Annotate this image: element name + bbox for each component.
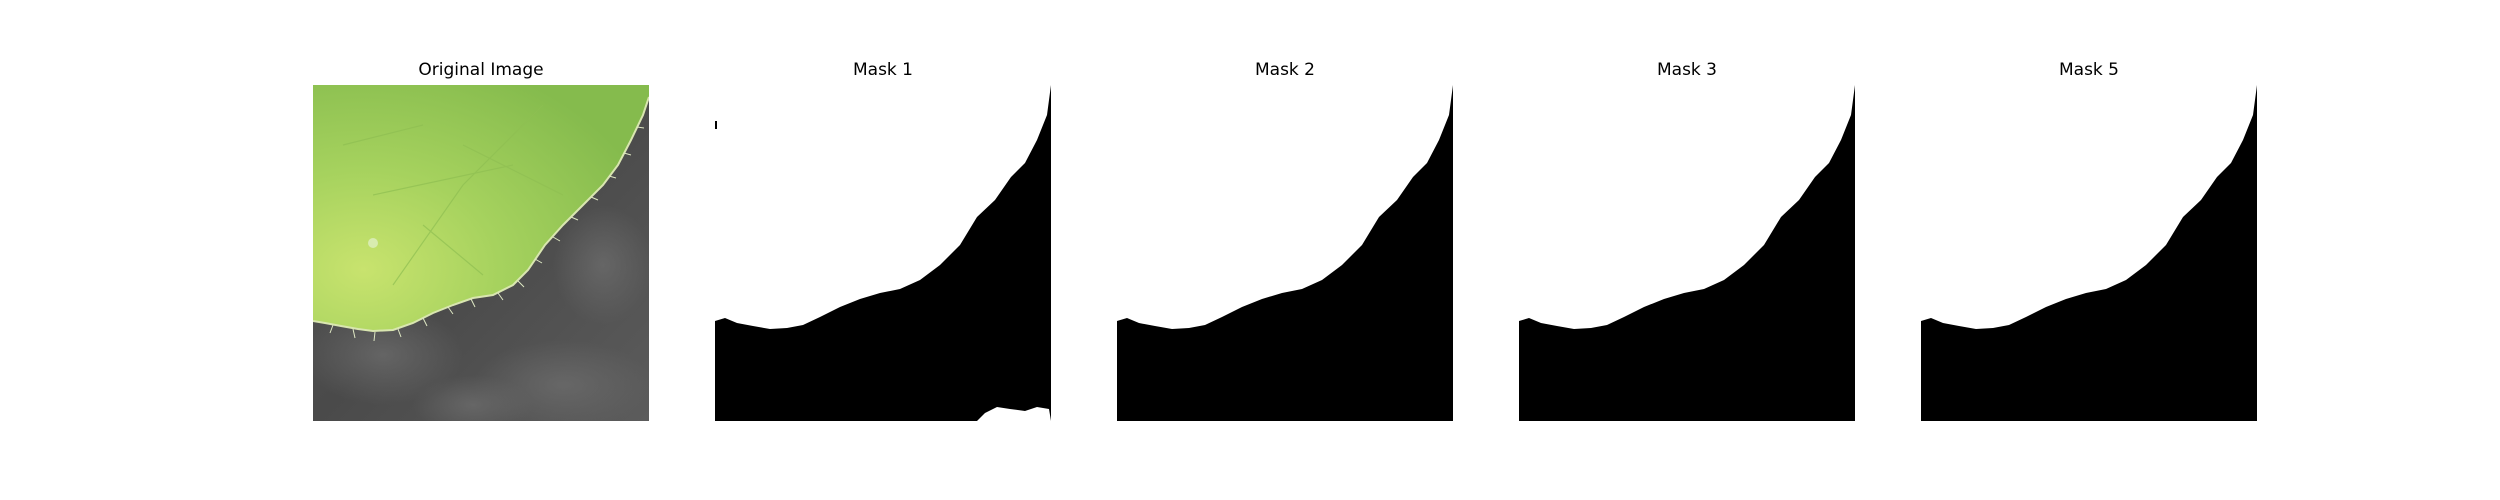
panel-mask-5: Mask 5 <box>1921 0 2257 500</box>
mask-2-image <box>1117 85 1453 421</box>
panel-title: Mask 2 <box>1254 60 1315 80</box>
mask-noise <box>977 407 1051 421</box>
original-leaf-photo <box>313 85 649 421</box>
mask-3-image <box>1519 85 1855 421</box>
panel-title: Mask 5 <box>2058 60 2119 80</box>
panel-title: Mask 1 <box>852 60 913 80</box>
mask-foreground <box>715 85 1051 329</box>
panel-mask-2: Mask 2 <box>1117 0 1453 500</box>
panel-title: Mask 3 <box>1656 60 1717 80</box>
mask-1-image <box>715 85 1051 421</box>
leaf-shape <box>313 85 649 331</box>
mask-foreground <box>1519 85 1855 329</box>
panel-title: Original Image <box>418 60 544 80</box>
panel-original-image: Original Image <box>313 0 649 500</box>
mask-foreground <box>1117 85 1453 329</box>
panel-mask-1: Mask 1 <box>715 0 1051 500</box>
mask-5-image <box>1921 85 2257 421</box>
mask-foreground <box>1921 85 2257 329</box>
panel-mask-3: Mask 3 <box>1519 0 1855 500</box>
